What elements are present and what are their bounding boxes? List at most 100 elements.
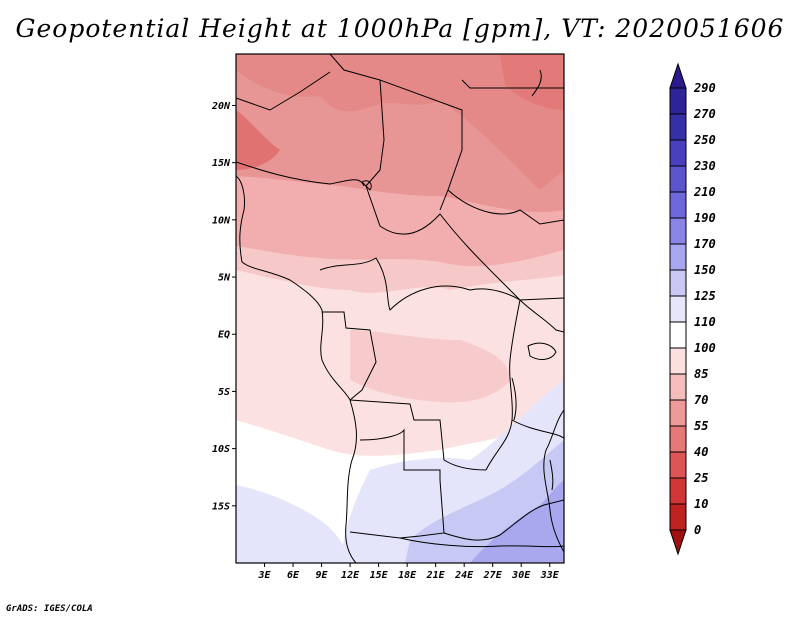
border-north-4 — [461, 79, 564, 89]
map-frame — [235, 53, 565, 564]
lat-tick-label-3: 5N — [218, 273, 231, 284]
lon-tick-label-0: 3E — [257, 570, 271, 581]
border-car-drc — [319, 257, 521, 311]
border-chad-car — [365, 185, 564, 301]
colorbar-label-16: 10 — [694, 497, 708, 511]
border-tanzania — [511, 419, 564, 439]
colorbar-seg-13 — [669, 399, 687, 427]
coastline-west — [236, 175, 357, 563]
colorbar-seg-10 — [669, 321, 687, 349]
field-band-85 — [236, 54, 564, 267]
colorbar-seg-11 — [669, 347, 687, 375]
lon-tick-label-9: 30E — [511, 570, 531, 581]
field-band-110 — [236, 385, 564, 563]
colorbar-seg-1 — [669, 87, 687, 115]
colorbar-label-14: 40 — [694, 445, 708, 459]
coastline-east — [543, 409, 564, 553]
colorbar-seg-5 — [669, 191, 687, 219]
colorbar-label-1: 270 — [693, 107, 716, 121]
border-north-1 — [236, 161, 365, 187]
colorbar-seg-18 — [669, 529, 687, 556]
lake-malawi — [549, 459, 554, 491]
lon-tick-label-6: 21E — [426, 570, 446, 581]
colorbar-seg-6 — [669, 217, 687, 245]
field-band-125 — [340, 380, 564, 563]
credit-label: GrADS: IGES/COLA — [6, 604, 93, 614]
lon-tick-label-2: 9E — [316, 570, 329, 581]
colorbar-seg-15 — [669, 451, 687, 479]
border-angola — [349, 428, 445, 539]
colorbar-label-3: 230 — [693, 159, 716, 173]
map-title: Geopotential Height at 1000hPa [gpm], VT… — [15, 14, 785, 43]
colorbar-label-4: 210 — [693, 185, 716, 199]
colorbar-label-10: 100 — [694, 341, 716, 355]
colorbar: 2902702502302101901701501251101008570554… — [669, 62, 716, 556]
lake-chad — [361, 180, 372, 191]
colorbar-seg-0 — [669, 62, 687, 89]
field-band-85s — [350, 330, 510, 403]
colorbar-label-9: 110 — [694, 315, 716, 329]
lat-tick-label-0: 20N — [211, 101, 231, 112]
field-band-100 — [236, 270, 564, 563]
lon-tick-label-1: 6E — [287, 570, 300, 581]
colorbar-label-0: 290 — [693, 81, 716, 95]
colorbar-label-8: 125 — [694, 289, 716, 303]
lat-tick-label-4: EQ — [218, 330, 230, 341]
field-band-150 — [405, 440, 564, 563]
lat-tick-label-7: 15S — [212, 501, 230, 512]
border-north-5 — [236, 71, 331, 111]
colorbar-seg-14 — [669, 425, 687, 453]
colorbar-seg-12 — [669, 373, 687, 401]
country-borders — [236, 54, 564, 563]
colorbar-label-2: 250 — [693, 133, 716, 147]
border-north-2 — [329, 54, 385, 187]
colorbar-label-6: 170 — [694, 237, 716, 251]
lon-tick-label-5: 18E — [398, 570, 417, 581]
colorbar-seg-16 — [669, 477, 687, 505]
lon-tick-label-4: 15E — [370, 570, 389, 581]
border-north-3 — [379, 79, 463, 211]
colorbar-label-13: 55 — [694, 419, 708, 433]
border-uganda — [519, 299, 564, 333]
lake-victoria — [527, 342, 557, 360]
colorbar-label-17: 0 — [694, 523, 701, 537]
border-drc-south — [349, 399, 487, 471]
field-band-70 — [236, 54, 564, 213]
colorbar-seg-9 — [669, 295, 687, 323]
lat-tick-label-6: 10S — [212, 444, 230, 455]
field-band-125w — [236, 485, 350, 563]
colorbar-label-11: 85 — [694, 367, 708, 381]
lon-tick-label-8: 27E — [483, 570, 503, 581]
colorbar-seg-3 — [669, 139, 687, 167]
field-base — [236, 54, 564, 563]
border-east-1 — [447, 189, 564, 225]
border-drc-east — [485, 299, 521, 471]
colorbar-seg-2 — [669, 113, 687, 141]
lake-tanganyika — [511, 377, 517, 421]
field-band-70b — [236, 54, 564, 190]
height-field — [236, 54, 564, 563]
colorbar-seg-17 — [669, 503, 687, 531]
colorbar-label-15: 25 — [693, 471, 708, 485]
border-south — [399, 537, 564, 548]
border-zambia — [443, 499, 564, 541]
lat-tick-label-2: 10N — [212, 215, 231, 226]
field-band-170 — [470, 480, 564, 563]
colorbar-label-12: 70 — [694, 393, 708, 407]
lon-tick-label-10: 33E — [540, 570, 560, 581]
lon-axis: 3E 6E 9E 12E 15E 18E 21E 24E 27E 30E 33E — [257, 563, 560, 581]
lat-axis: 20N 15N 10N 5N EQ 5S 10S 15S — [211, 101, 236, 512]
field-band-55b — [500, 54, 564, 110]
lon-tick-label-7: 24E — [454, 570, 474, 581]
border-gabon — [322, 311, 377, 401]
colorbar-label-7: 150 — [694, 263, 716, 277]
lat-tick-label-1: 15N — [212, 158, 231, 169]
colorbar-seg-4 — [669, 165, 687, 193]
nile-red-sea — [531, 69, 542, 97]
lon-tick-label-3: 12E — [341, 570, 360, 581]
colorbar-seg-7 — [669, 243, 687, 271]
field-band-55 — [236, 110, 280, 170]
lat-tick-label-5: 5S — [218, 387, 230, 398]
colorbar-label-5: 190 — [694, 211, 716, 225]
